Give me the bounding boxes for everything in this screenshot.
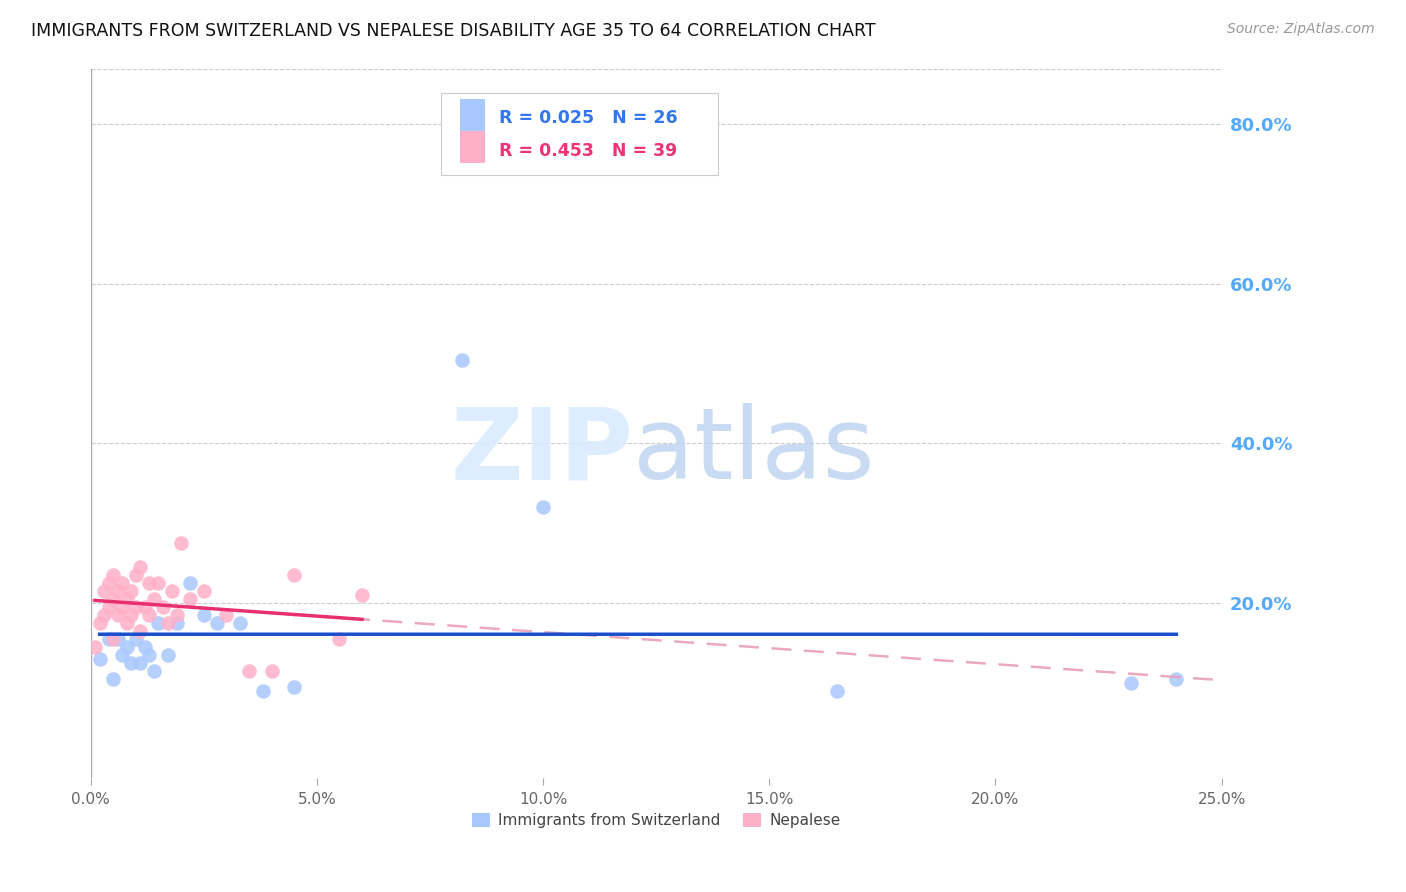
Point	[166, 607, 188, 622]
Point	[193, 583, 215, 598]
Point	[450, 352, 472, 367]
Point	[179, 575, 201, 590]
Point	[107, 632, 129, 646]
Point	[84, 640, 107, 654]
Text: Source: ZipAtlas.com: Source: ZipAtlas.com	[1227, 22, 1375, 37]
Point	[531, 500, 554, 514]
Point	[97, 575, 120, 590]
Point	[103, 567, 125, 582]
Point	[138, 648, 160, 662]
Point	[260, 664, 283, 678]
Point	[111, 599, 134, 614]
Point	[134, 599, 156, 614]
Point	[115, 591, 138, 606]
Point	[179, 591, 201, 606]
Point	[107, 583, 129, 598]
Point	[1121, 675, 1143, 690]
Point	[125, 599, 148, 614]
Point	[142, 664, 165, 678]
Point	[328, 632, 350, 646]
Point	[148, 575, 170, 590]
Point	[229, 615, 252, 630]
FancyBboxPatch shape	[441, 94, 718, 175]
Point	[111, 575, 134, 590]
Point	[134, 640, 156, 654]
Point	[93, 607, 115, 622]
Point	[115, 640, 138, 654]
Point	[129, 560, 152, 574]
Point	[103, 672, 125, 686]
Text: IMMIGRANTS FROM SWITZERLAND VS NEPALESE DISABILITY AGE 35 TO 64 CORRELATION CHAR: IMMIGRANTS FROM SWITZERLAND VS NEPALESE …	[31, 22, 876, 40]
Point	[93, 583, 115, 598]
Text: atlas: atlas	[634, 403, 875, 500]
Point	[89, 651, 111, 665]
Point	[160, 583, 183, 598]
Point	[97, 599, 120, 614]
Point	[103, 591, 125, 606]
Point	[107, 607, 129, 622]
Point	[120, 656, 142, 670]
Point	[129, 624, 152, 638]
Point	[1166, 672, 1188, 686]
Point	[120, 607, 142, 622]
Text: ZIP: ZIP	[451, 403, 634, 500]
Point	[825, 683, 848, 698]
Point	[170, 536, 193, 550]
Point	[97, 632, 120, 646]
Point	[238, 664, 260, 678]
Point	[156, 615, 179, 630]
Point	[125, 567, 148, 582]
Point	[115, 615, 138, 630]
Point	[252, 683, 274, 698]
Point	[166, 615, 188, 630]
Point	[111, 648, 134, 662]
Point	[193, 607, 215, 622]
Point	[89, 615, 111, 630]
Point	[138, 607, 160, 622]
Point	[152, 599, 174, 614]
Legend: Immigrants from Switzerland, Nepalese: Immigrants from Switzerland, Nepalese	[465, 807, 846, 834]
Point	[352, 588, 374, 602]
FancyBboxPatch shape	[460, 99, 485, 130]
FancyBboxPatch shape	[460, 131, 485, 163]
Point	[156, 648, 179, 662]
Point	[103, 632, 125, 646]
Point	[120, 583, 142, 598]
Point	[148, 615, 170, 630]
Point	[125, 632, 148, 646]
Point	[283, 567, 305, 582]
Point	[138, 575, 160, 590]
Point	[283, 680, 305, 694]
Point	[207, 615, 229, 630]
Point	[215, 607, 238, 622]
Point	[142, 591, 165, 606]
Text: R = 0.453   N = 39: R = 0.453 N = 39	[499, 142, 678, 160]
Text: R = 0.025   N = 26: R = 0.025 N = 26	[499, 109, 678, 127]
Point	[129, 656, 152, 670]
